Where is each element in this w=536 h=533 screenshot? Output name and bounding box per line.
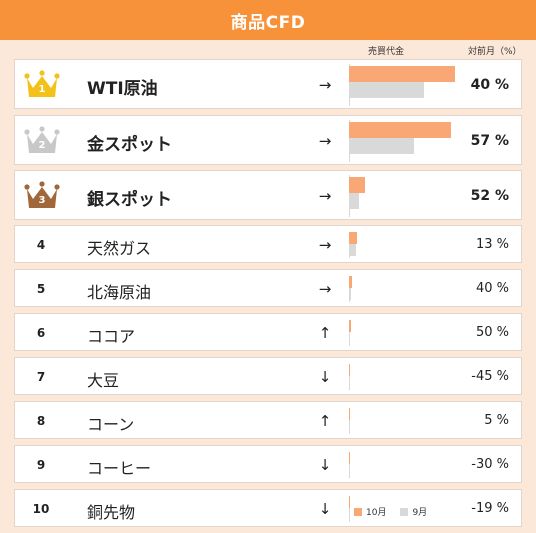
ranking-row: 2 金スポット → 57 % xyxy=(14,115,522,165)
change-percent: -19 % xyxy=(471,500,509,516)
volume-bars xyxy=(349,452,469,476)
rank-number: 4 xyxy=(36,237,46,252)
bar-oct xyxy=(349,122,451,138)
change-percent: 40 % xyxy=(470,76,509,93)
rank-number: 6 xyxy=(36,325,46,340)
change-percent: 52 % xyxy=(470,187,509,204)
commodity-name: 銀スポット xyxy=(87,190,172,210)
volume-bars xyxy=(349,177,469,209)
rank-number: 8 xyxy=(36,413,46,428)
ranking-row: 7 大豆 ↓ -45 % xyxy=(14,357,522,395)
ranking-row: 10 銅先物 ↓ -19 % xyxy=(14,489,522,527)
bar-sep xyxy=(349,244,357,256)
trend-arrow-icon: ↓ xyxy=(318,499,332,518)
commodity-name: コーヒー xyxy=(87,459,152,478)
trend-arrow-icon: → xyxy=(318,186,332,205)
change-percent: -30 % xyxy=(471,456,509,472)
rank-number: 5 xyxy=(36,281,46,296)
volume-bars xyxy=(349,66,469,98)
crown-icon: 1 xyxy=(24,70,60,100)
change-percent: 40 % xyxy=(475,280,509,296)
bar-oct xyxy=(349,177,365,193)
legend-label-oct: 10月 xyxy=(366,508,387,518)
ranking-row: 4 天然ガス → 13 % xyxy=(14,225,522,263)
crown-icon: 3 xyxy=(24,181,60,211)
legend-label-sep: 9月 xyxy=(412,508,428,518)
rank-number: 2 xyxy=(38,140,46,151)
ranking-row: 6 ココア ↑ 50 % xyxy=(14,313,522,351)
ranking-row: 3 銀スポット → 52 % xyxy=(14,170,522,220)
bar-sep xyxy=(349,376,351,388)
trend-arrow-icon: ↓ xyxy=(318,367,332,386)
bar-oct xyxy=(349,496,350,508)
bar-oct xyxy=(349,320,351,332)
change-percent: -45 % xyxy=(471,368,509,384)
trend-arrow-icon: → xyxy=(318,75,332,94)
ranking-row: 8 コーン ↑ 5 % xyxy=(14,401,522,439)
commodity-name: コーン xyxy=(87,415,135,434)
trend-arrow-icon: → xyxy=(318,279,332,298)
volume-bars xyxy=(349,496,469,520)
change-percent: 57 % xyxy=(470,132,509,149)
commodity-name: 銅先物 xyxy=(87,503,136,522)
bar-oct xyxy=(349,364,351,376)
volume-bars xyxy=(349,122,469,154)
ranking-row: 9 コーヒー ↓ -30 % xyxy=(14,445,522,483)
change-percent: 13 % xyxy=(475,236,509,252)
ranking-row: 1 WTI原油 → 40 % xyxy=(14,59,522,109)
bar-sep xyxy=(349,332,351,344)
trend-arrow-icon: → xyxy=(318,235,332,254)
change-percent: 50 % xyxy=(475,324,509,340)
commodity-name: 金スポット xyxy=(87,135,172,155)
legend: 10月 9月 xyxy=(354,505,441,518)
bar-sep xyxy=(349,420,350,432)
title-bar: 商品CFD xyxy=(0,0,536,40)
bar-sep xyxy=(349,193,359,209)
rank-number: 3 xyxy=(38,195,46,206)
volume-bars xyxy=(349,232,469,256)
volume-bars xyxy=(349,408,469,432)
volume-bars xyxy=(349,276,469,300)
commodity-name: 天然ガス xyxy=(87,239,152,258)
commodity-name: ココア xyxy=(87,327,136,346)
legend-item-sep: 9月 xyxy=(400,505,427,518)
change-header: 対前月（%） xyxy=(468,47,522,57)
trend-arrow-icon: → xyxy=(318,131,332,150)
page-title: 商品CFD xyxy=(230,12,306,33)
rank-number: 10 xyxy=(32,501,50,516)
ranking-row: 5 北海原油 → 40 % xyxy=(14,269,522,307)
change-percent: 5 % xyxy=(484,412,509,428)
commodity-name: WTI原油 xyxy=(87,79,158,99)
bar-sep xyxy=(349,464,350,476)
rank-number: 7 xyxy=(36,369,46,384)
rank-number: 9 xyxy=(36,457,46,472)
rank-number: 1 xyxy=(38,84,46,95)
volume-header: 売買代金 xyxy=(368,47,405,57)
commodity-name: 大豆 xyxy=(87,371,120,390)
bar-oct xyxy=(349,408,350,420)
bar-oct xyxy=(349,232,358,244)
bar-oct xyxy=(349,66,455,82)
trend-arrow-icon: ↑ xyxy=(318,411,332,430)
crown-icon: 2 xyxy=(24,126,60,156)
bar-oct xyxy=(349,276,353,288)
bar-oct xyxy=(349,452,350,464)
volume-bars xyxy=(349,320,469,344)
bar-sep xyxy=(349,82,425,98)
legend-item-oct: 10月 xyxy=(354,505,386,518)
bar-sep xyxy=(349,288,352,300)
trend-arrow-icon: ↑ xyxy=(318,323,332,342)
legend-swatch-oct xyxy=(354,507,362,516)
volume-bars xyxy=(349,364,469,388)
commodity-name: 北海原油 xyxy=(87,283,152,302)
legend-swatch-sep xyxy=(400,507,409,516)
bar-sep xyxy=(349,508,350,520)
trend-arrow-icon: ↓ xyxy=(318,455,332,474)
bar-sep xyxy=(349,138,414,154)
